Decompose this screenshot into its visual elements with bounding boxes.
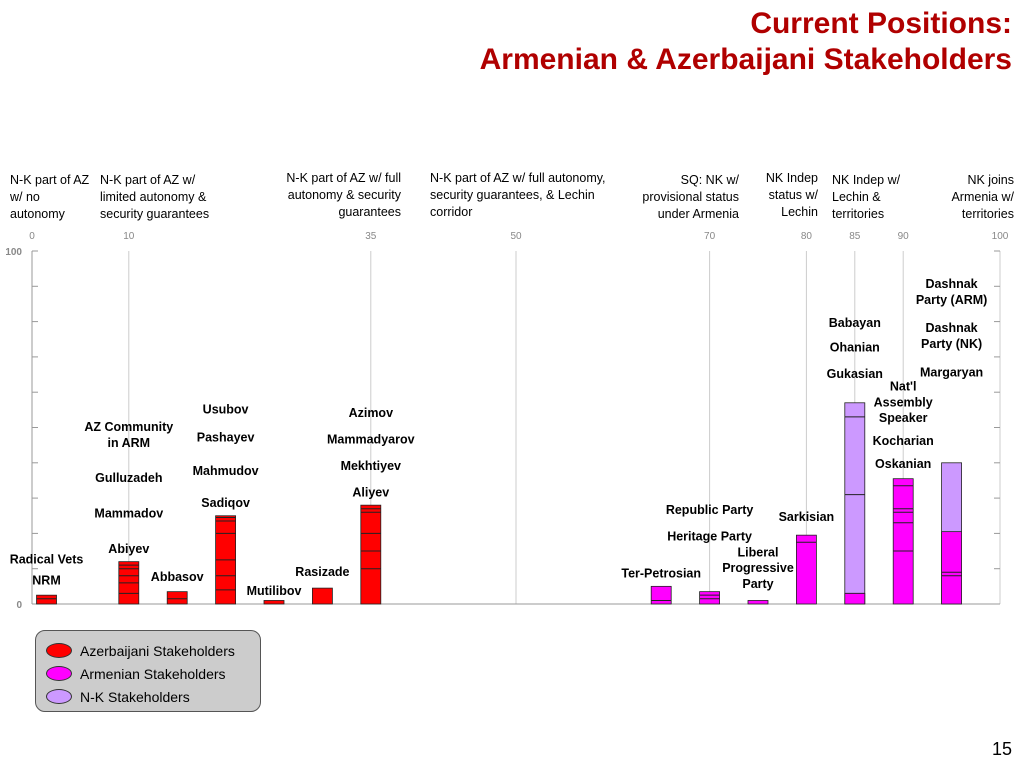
legend-item-azerbaijani: Azerbaijani Stakeholders [46, 639, 260, 662]
title-line-1: Current Positions: [750, 7, 1012, 40]
bar-arm [892, 478, 914, 605]
stakeholder-label: Gukasian [827, 367, 883, 381]
stakeholder-label: AZ Community [84, 420, 173, 434]
stakeholder-label: Mutilibov [247, 584, 302, 598]
legend-label: N-K Stakeholders [80, 688, 190, 705]
title-line-2: Armenian & Azerbaijani Stakeholders [479, 43, 1012, 76]
stakeholder-label: Ohanian [830, 341, 880, 355]
stakeholder-label: Usubov [203, 402, 249, 416]
stakeholder-label: Radical Vets [10, 552, 84, 566]
stakeholder-label: Speaker [879, 411, 928, 425]
bar-arm [650, 585, 672, 605]
stakeholder-label: Rasizade [295, 565, 349, 579]
stakeholder-label: Nat'l [890, 379, 917, 393]
stakeholder-label: Ter-Petrosian [621, 567, 701, 581]
stakeholder-label: Mahmudov [193, 464, 259, 478]
position-label: N-K part of AZ w/ full autonomy, securit… [430, 171, 606, 219]
stakeholder-label: NRM [32, 574, 60, 588]
legend-item-nk: N-K Stakeholders [46, 685, 260, 708]
x-tick-label: 50 [510, 231, 522, 242]
legend-swatch-nk [46, 689, 72, 704]
bar-arm [747, 600, 769, 605]
x-tick-label: 10 [123, 231, 135, 242]
x-tick-label: 85 [849, 231, 861, 242]
stakeholder-label: Abbasov [151, 570, 204, 584]
stakeholder-label: Progressive [722, 561, 794, 575]
bar-az [360, 504, 382, 605]
stakeholder-label: Oskanian [875, 457, 931, 471]
legend-swatch-armenian [46, 666, 72, 681]
bar-arm [844, 593, 866, 605]
stakeholder-label: Gulluzadeh [95, 471, 162, 485]
bar-az [166, 591, 188, 605]
stakeholder-label: Assembly [874, 395, 933, 409]
stakeholder-label: Dashnak [926, 277, 978, 291]
legend-label: Azerbaijani Stakeholders [80, 642, 235, 659]
x-tick-label: 80 [801, 231, 813, 242]
x-tick-label: 35 [365, 231, 377, 242]
position-label: NK Indep status w/ Lechin [765, 171, 818, 219]
position-label: NK Indep w/ Lechin & territories [832, 173, 901, 221]
stakeholder-label: Liberal [738, 545, 779, 559]
bar-arm [796, 534, 817, 605]
legend-label: Armenian Stakeholders [80, 665, 226, 682]
stakeholder-label: Aliyev [352, 485, 389, 499]
stakeholder-label: Mammadov [94, 507, 163, 521]
stakeholder-label: Abiyev [108, 542, 149, 556]
x-tick-label: 90 [898, 231, 910, 242]
position-label: SQ: NK w/ provisional status under Armen… [642, 173, 739, 221]
stakeholder-label: Party (ARM) [916, 293, 988, 307]
stakeholder-label: Azimov [349, 406, 394, 420]
bar-az [311, 587, 333, 605]
stakeholder-label: Babayan [829, 316, 881, 330]
stakeholder-label: Sarkisian [779, 510, 835, 524]
bar-az [263, 600, 285, 605]
position-label: N-K part of AZ w/ limited autonomy & sec… [100, 173, 210, 221]
x-tick-label: 100 [992, 231, 1009, 242]
y-tick-label: 100 [5, 247, 22, 258]
stakeholder-label: Party [742, 577, 773, 591]
stakeholder-label: Mekhtiyev [341, 459, 401, 473]
stakeholder-label: Pashayev [197, 431, 255, 445]
bar-arm [699, 591, 720, 605]
stakeholder-label: Dashnak [926, 321, 978, 335]
stakeholder-label: in ARM [108, 436, 151, 450]
y-tick-label: 0 [16, 600, 22, 611]
legend-swatch-azerbaijani [46, 643, 72, 658]
stakeholder-label: Kocharian [873, 434, 934, 448]
legend: Azerbaijani Stakeholders Armenian Stakeh… [35, 630, 261, 712]
slide-title: Current Positions: Armenian & Azerbaijan… [480, 6, 1012, 78]
stakeholder-label: Sadiqov [201, 496, 250, 510]
position-label: NK joins Armenia w/ territories [951, 173, 1014, 221]
stakeholder-label: Republic Party [666, 503, 754, 517]
bar-az [36, 594, 57, 605]
legend-item-armenian: Armenian Stakeholders [46, 662, 260, 685]
x-tick-label: 0 [29, 231, 35, 242]
stakeholder-label: Party (NK) [921, 337, 982, 351]
stakeholder-chart: 0 10 35 50 70 80 85 90 100 0 100 Radical Vets NRM AZ … [5, 231, 1009, 611]
stakeholder-label: Margaryan [920, 365, 983, 379]
position-label: N-K part of AZ w/ full autonomy & securi… [286, 171, 401, 219]
bar-nk [844, 402, 866, 605]
position-label: N-K part of AZ w/ no autonomy [10, 173, 90, 221]
bar-arm [941, 531, 962, 605]
x-tick-label: 70 [704, 231, 716, 242]
stakeholder-label: Mammadyarov [327, 432, 415, 446]
slide-number: 15 [991, 739, 1012, 759]
stakeholder-label: Heritage Party [667, 529, 752, 543]
